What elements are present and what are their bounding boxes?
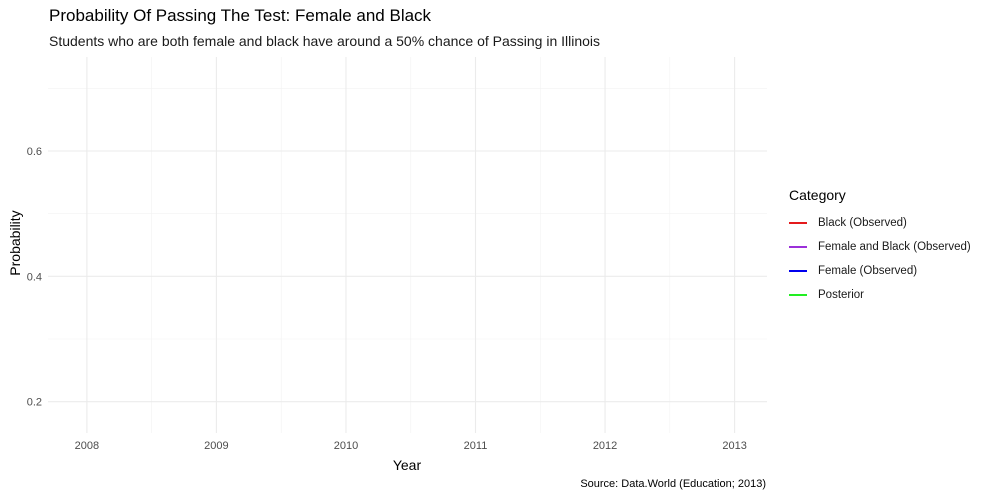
x-tick-label: 2013 (722, 440, 746, 452)
legend-item: Black (Observed) (789, 211, 971, 235)
x-tick-label: 2012 (593, 440, 617, 452)
x-tick-label: 2008 (75, 440, 99, 452)
y-tick-label: 0.4 (27, 271, 42, 283)
y-tick-label: 0.6 (27, 146, 42, 158)
y-axis-title: Probability (7, 210, 23, 275)
x-axis-title: Year (393, 457, 422, 473)
legend-label: Posterior (818, 289, 865, 301)
legend-label: Black (Observed) (818, 217, 907, 229)
legend-label: Female (Observed) (818, 265, 918, 277)
legend-item: Female (Observed) (789, 259, 971, 283)
legend-item: Female and Black (Observed) (789, 235, 971, 259)
chart-title: Probability Of Passing The Test: Female … (49, 6, 432, 25)
x-tick-label: 2010 (334, 440, 358, 452)
source-caption: Source: Data.World (Education; 2013) (580, 478, 766, 490)
legend-key (789, 222, 807, 224)
legend-key (789, 294, 807, 296)
legend-title: Category (789, 187, 846, 203)
chart-subtitle: Students who are both female and black h… (49, 33, 601, 49)
legend-item: Posterior (789, 283, 971, 307)
legend-label: Female and Black (Observed) (818, 241, 971, 253)
y-tick-label: 0.2 (27, 397, 42, 409)
legend-key (789, 270, 807, 272)
legend: Category Black (Observed) Female and Blac… (789, 187, 971, 307)
legend-key (789, 246, 807, 248)
x-tick-label: 2011 (464, 440, 488, 452)
x-tick-label: 2009 (204, 440, 228, 452)
